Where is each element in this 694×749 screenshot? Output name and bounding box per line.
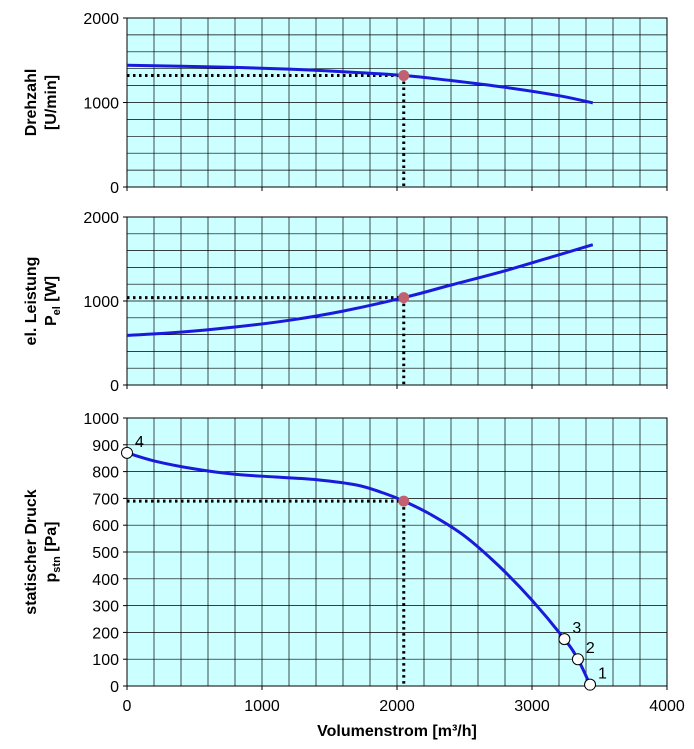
power-y-label-subscript: el	[51, 306, 63, 315]
speed-y-axis-label: Drehzahl [U/min]	[23, 69, 60, 137]
pressure-numbered-points: 123 4	[121, 434, 607, 691]
x-tick-label: 1000	[244, 698, 280, 715]
x-tick-label: 0	[123, 698, 132, 715]
power-y-tick-label: 2000	[83, 210, 119, 227]
power-y-ticks: 0 1000 2000	[83, 210, 127, 395]
power-panel: 0 1000 2000 el. Leistung Pel [W]	[23, 210, 668, 395]
speed-y-label-line1: Drehzahl	[23, 69, 40, 137]
pressure-y-ticks: 0 100 200 300 400 500 600 700 800 900 10…	[83, 411, 127, 696]
pressure-y-axis-label: statischer Druck pstn [Pa]	[23, 489, 63, 614]
power-y-axis-label: el. Leistung Pel [W]	[23, 257, 63, 346]
power-y-label-line2: Pel [W]	[43, 276, 63, 326]
pressure-operating-point	[398, 495, 410, 507]
pressure-y-tick-label: 0	[110, 679, 119, 696]
power-operating-guides	[127, 296, 406, 385]
pressure-y-tick-label: 400	[92, 572, 119, 589]
speed-y-tick-label: 2000	[83, 11, 119, 28]
pressure-y-label-subscript: stn	[51, 556, 63, 573]
x-tick-label: 4000	[649, 698, 685, 715]
speed-y-tick-label: 1000	[83, 96, 119, 113]
x-tick-label: 2000	[379, 698, 415, 715]
pressure-operating-guides	[127, 499, 406, 686]
pressure-y-tick-label: 300	[92, 599, 119, 616]
power-y-label-symbol: P	[43, 315, 60, 326]
power-y-label-line1: el. Leistung	[23, 257, 40, 346]
numbered-point-marker	[571, 653, 584, 666]
power-operating-point	[398, 292, 410, 304]
pressure-y-tick-label: 200	[92, 625, 119, 642]
pressure-y-label-symbol: p	[43, 572, 60, 582]
speed-y-tick-label: 0	[110, 180, 119, 197]
x-axis-label: Volumenstrom [m³/h]	[317, 723, 477, 740]
pressure-y-tick-label: 500	[92, 545, 119, 562]
numbered-point-label: 4	[135, 434, 144, 451]
pressure-grid	[127, 418, 667, 686]
numbered-point-label: 3	[572, 620, 581, 637]
numbered-point-label: 1	[598, 666, 607, 683]
power-curve	[126, 243, 594, 337]
power-y-label-unit: [W]	[43, 276, 60, 306]
speed-y-ticks: 0 1000 2000	[83, 11, 127, 197]
pressure-y-label-unit: [Pa]	[43, 522, 60, 557]
speed-panel: 0 1000 2000 Drehzahl [U/min]	[23, 11, 668, 197]
pressure-y-tick-label: 100	[92, 652, 119, 669]
pressure-y-label-line2: pstn [Pa]	[43, 522, 63, 583]
pressure-y-tick-label: 800	[92, 465, 119, 482]
power-y-tick-label: 1000	[83, 294, 119, 311]
x-tick-label: 3000	[514, 698, 550, 715]
speed-grid	[127, 18, 667, 187]
numbered-point-label: 2	[586, 640, 595, 657]
pressure-panel: 0 100 200 300 400 500 600 700 800 900 10…	[23, 411, 685, 740]
pressure-x-ticks: 0 1000 2000 3000 4000	[123, 698, 685, 715]
numbered-point-marker	[584, 678, 597, 691]
speed-operating-guides	[127, 73, 406, 187]
pressure-y-tick-label: 600	[92, 518, 119, 535]
pressure-y-tick-label: 700	[92, 491, 119, 508]
pressure-y-tick-label: 1000	[83, 411, 119, 428]
speed-curve	[126, 63, 594, 105]
pressure-curve	[126, 451, 592, 686]
speed-y-label-line2: [U/min]	[43, 75, 60, 130]
pressure-y-label-line1: statischer Druck	[23, 489, 40, 614]
numbered-point-marker	[121, 446, 133, 459]
power-grid	[127, 217, 667, 385]
numbered-point-marker	[558, 633, 571, 646]
speed-operating-point	[398, 69, 410, 81]
power-y-tick-label: 0	[110, 378, 119, 395]
pressure-y-tick-label: 900	[92, 438, 119, 455]
